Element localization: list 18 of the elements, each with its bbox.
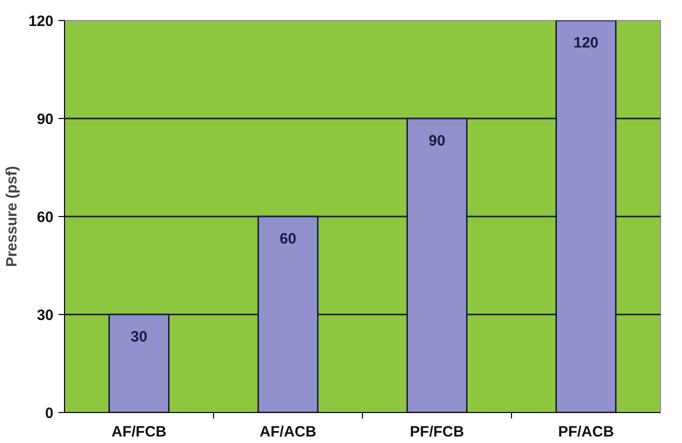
y-tick-label: 90: [36, 111, 54, 128]
x-tick-label: AF/FCB: [112, 424, 167, 440]
y-tick-label: 60: [36, 209, 54, 226]
x-tick-label: PF/FCB: [410, 424, 464, 440]
data-label: 30: [130, 328, 148, 346]
y-tick-label: 0: [45, 405, 54, 422]
bar: [406, 118, 468, 412]
data-label: 90: [428, 132, 446, 150]
y-axis-title: Pressure (psf): [3, 166, 20, 267]
bar: [257, 216, 319, 412]
bar: [555, 20, 617, 412]
y-tick-label: 120: [28, 13, 54, 30]
y-tick-label: 30: [36, 307, 54, 324]
data-label: 60: [280, 230, 296, 248]
data-label: 120: [573, 34, 599, 52]
x-tick-label: PF/ACB: [558, 424, 614, 440]
bar: [108, 314, 170, 412]
x-tick-label: AF/ACB: [260, 424, 316, 440]
